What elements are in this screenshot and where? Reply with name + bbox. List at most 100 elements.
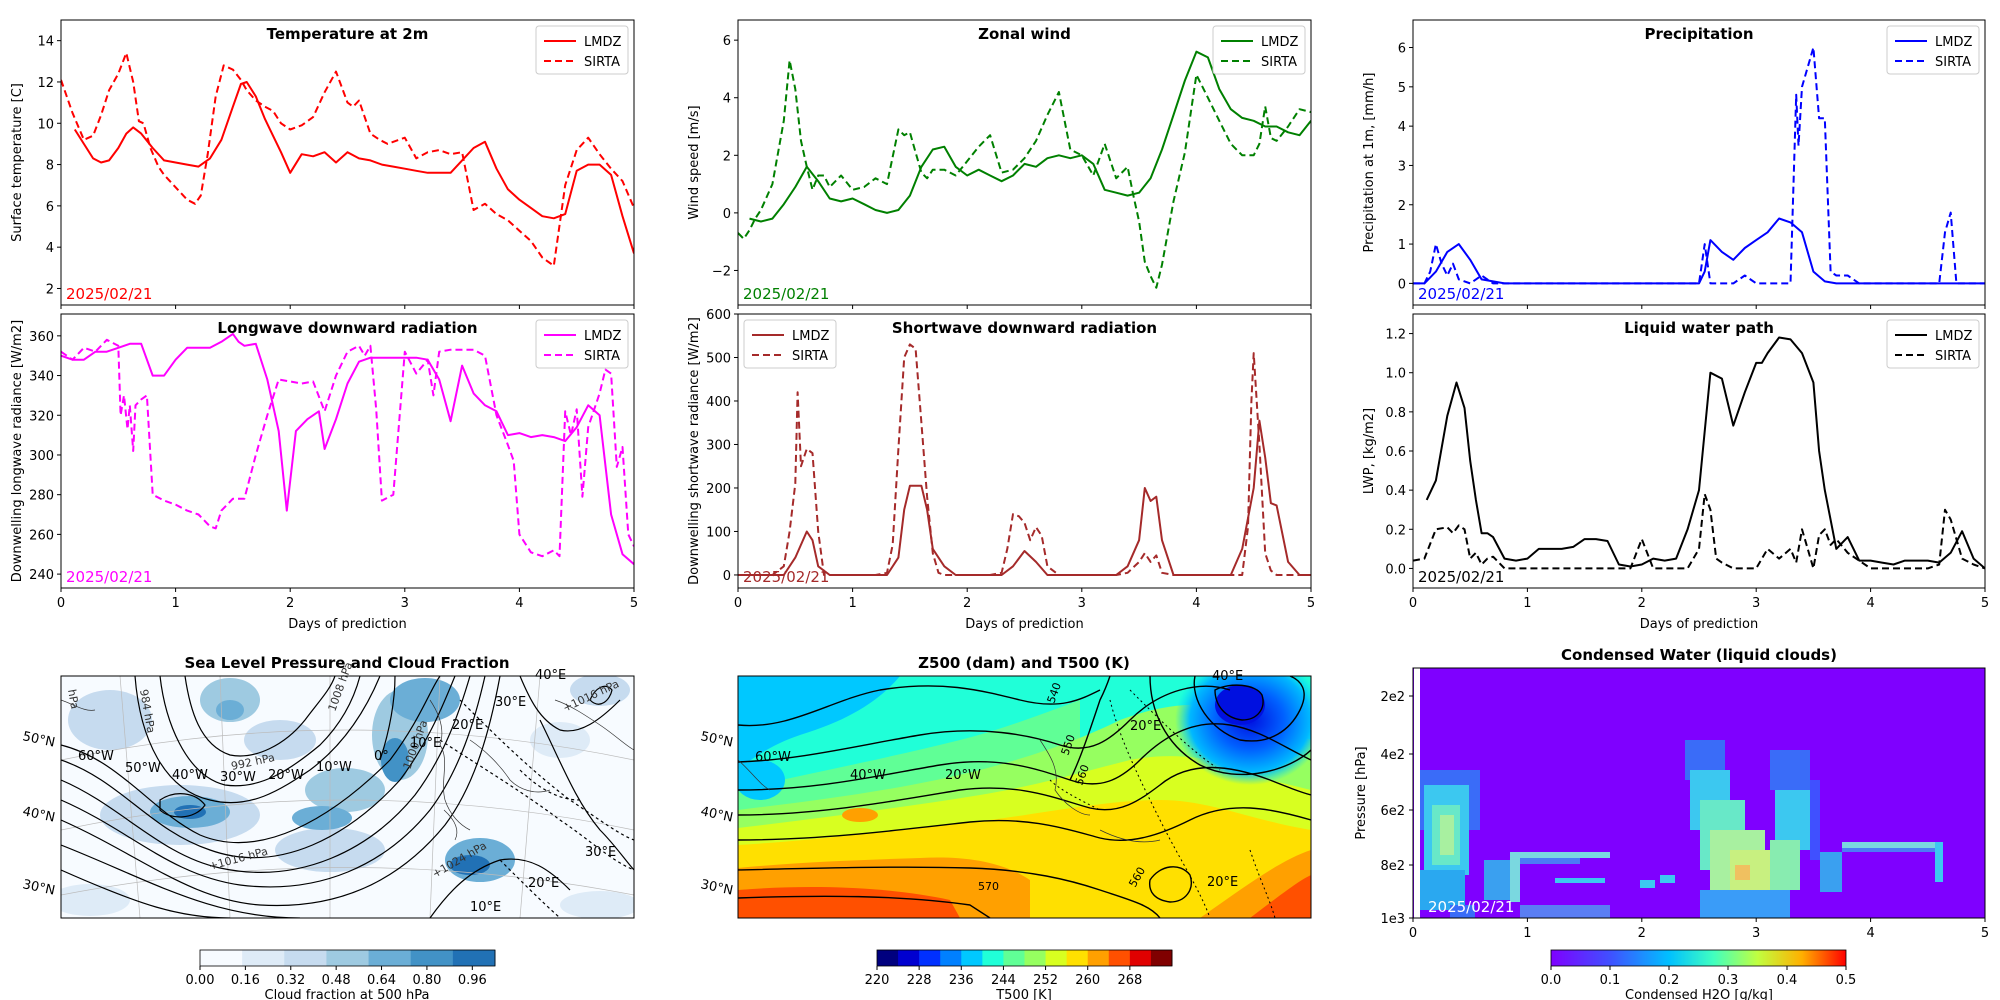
svg-text:20°W: 20°W <box>945 768 981 783</box>
cb-z500-tick-label: 260 <box>1075 973 1100 988</box>
wind-ytick-label: −2 <box>712 264 731 279</box>
wind-legend-label: SIRTA <box>1261 55 1297 70</box>
temp-ytick-label: 12 <box>37 76 54 91</box>
lw-xtick-label: 3 <box>401 596 409 611</box>
cond-ylabel: Pressure [hPa] <box>1354 746 1369 839</box>
precip-title: Precipitation <box>1644 25 1753 43</box>
lwp-series-sirta-line <box>1413 493 1985 570</box>
cb-slp-swatch <box>368 950 412 966</box>
cond-ytick-label: 2e2 <box>1380 690 1405 705</box>
lw-ytick-label: 360 <box>29 330 54 345</box>
cb-slp-tick-label: 0.16 <box>231 973 260 988</box>
sw-xtick-label: 5 <box>1307 596 1315 611</box>
wind-date-label: 2025/02/21 <box>743 285 829 303</box>
temp-ytick-label: 2 <box>46 282 54 297</box>
z500-map: Z500 (dam) and T500 (K) <box>699 654 1312 1000</box>
cb-z500-swatch <box>1066 950 1089 966</box>
cond-ytick-label: 6e2 <box>1380 804 1405 819</box>
cond-xtick-label: 0 <box>1409 926 1417 941</box>
cond-colorbar-label: Condensed H2O [g/kg] <box>1625 988 1773 1000</box>
lw-xtick-label: 0 <box>57 596 65 611</box>
lw-legend-label: LMDZ <box>584 329 621 344</box>
sw-ytick-label: 200 <box>706 482 731 497</box>
temp-ytick-label: 14 <box>37 35 54 50</box>
lw-series-lmdz-line <box>61 332 634 565</box>
sw-ytick-label: 600 <box>706 308 731 323</box>
slp-isobars-dotted <box>439 699 634 918</box>
precip-ytick-label: 1 <box>1398 238 1406 253</box>
temp-ylabel: Surface temperature [C] <box>10 83 25 242</box>
svg-text:10°W: 10°W <box>316 760 352 775</box>
condensed-water-panel: Condensed Water (liquid clouds) <box>1354 646 1989 1000</box>
z500-colorbar-label: T500 [K] <box>995 988 1052 1000</box>
lwp-panel: 0.0 0.2 0.4 0.6 0.8 1.0 1.2 0 1 2 3 4 5 Liquid water … <box>1362 313 1989 632</box>
lw-legend: LMDZ SIRTA <box>535 319 629 369</box>
cond-xtick-label: 5 <box>1981 926 1989 941</box>
lw-series-sirta-line <box>61 338 634 558</box>
z500-contours <box>738 676 1311 918</box>
svg-text:30°N: 30°N <box>699 877 734 898</box>
longwave-panel: 240 260 280 300 320 340 360 0 1 2 3 4 5 Longwave down… <box>10 313 638 632</box>
cond-xtick-label: 2 <box>1638 926 1646 941</box>
cb-slp-tick-label: 0.64 <box>367 973 396 988</box>
cb-slp-outline <box>199 949 496 967</box>
cb-z500-outline <box>876 949 1173 967</box>
wind-ylabel: Wind speed [m/s] <box>687 105 702 219</box>
precip-ylabel: Precipitation at 1m, [mm/h] <box>1362 73 1377 253</box>
precip-ytick-label: 4 <box>1398 120 1406 135</box>
cb-slp-tick-label: 0.96 <box>458 973 487 988</box>
sw-xtick-label: 1 <box>848 596 856 611</box>
cond-cb-tick-label: 0.1 <box>1600 973 1621 988</box>
precip-legend-label: LMDZ <box>1935 35 1972 50</box>
cb-slp-swatch <box>242 950 285 966</box>
lwp-ytick-label: 0.0 <box>1385 562 1406 577</box>
lw-xtick-label: 5 <box>630 596 638 611</box>
sw-ytick-label: 300 <box>706 438 731 453</box>
sw-frame <box>737 313 1312 589</box>
sw-ytick-label: 100 <box>706 525 731 540</box>
svg-text:30°E: 30°E <box>495 695 526 710</box>
lwp-xtick-label: 0 <box>1409 596 1417 611</box>
svg-text:570: 570 <box>978 880 999 893</box>
cb-z500-tick-label: 236 <box>949 973 974 988</box>
cb-z500-tick-label: 228 <box>907 973 932 988</box>
cond-cb-tick-label: 0.5 <box>1836 973 1857 988</box>
cond-ytick-label: 8e2 <box>1380 859 1405 874</box>
lwp-ytick-label: 0.6 <box>1385 445 1406 460</box>
shortwave-panel: 0 100 200 300 400 500 600 0 1 2 3 4 5 Shortwave downw… <box>687 308 1315 632</box>
lwp-xtick-label: 1 <box>1523 596 1531 611</box>
lwp-legend-label: SIRTA <box>1935 349 1971 364</box>
cb-slp-tick-label: 0.00 <box>186 973 215 988</box>
cb-z500-swatch <box>940 950 962 966</box>
lwp-ytick-label: 0.8 <box>1385 406 1406 421</box>
lw-xtick-label: 4 <box>515 596 523 611</box>
lwp-xtick-label: 2 <box>1638 596 1646 611</box>
cb-z500-swatch <box>1024 950 1047 966</box>
sw-date-label: 2025/02/21 <box>743 568 829 586</box>
temp-legend-label: SIRTA <box>584 55 620 70</box>
cond-cb-tick-label: 0.3 <box>1718 973 1739 988</box>
lwp-ytick-label: 1.0 <box>1385 367 1406 382</box>
svg-text:30°W: 30°W <box>220 770 256 785</box>
lwp-xtick-label: 5 <box>1981 596 1989 611</box>
lwp-series-lmdz-line <box>1425 336 1985 570</box>
wind-legend: LMDZ SIRTA <box>1212 25 1306 75</box>
cb-z500-swatch <box>1129 950 1152 966</box>
precip-legend: LMDZ SIRTA <box>1886 25 1980 75</box>
sw-xtick-label: 0 <box>734 596 742 611</box>
wind-ytick-label: 0 <box>723 207 731 222</box>
sw-xtick-label: 4 <box>1192 596 1200 611</box>
sw-legend-label: LMDZ <box>792 329 829 344</box>
cond-field <box>1414 668 1943 918</box>
precip-frame <box>1412 19 1986 306</box>
z500-geo-labels: 50°N 40°N 30°N 60°W 40°W 20°W 20°E 40°E … <box>699 669 1243 899</box>
cb-z500-swatch <box>1003 950 1025 966</box>
lwp-ylabel: LWP, [kg/m2] <box>1362 408 1377 494</box>
lw-ytick-label: 240 <box>29 568 54 583</box>
sw-series-sirta-line <box>738 343 1311 576</box>
lw-ylabel: Downwelling longwave radiance [W/m2] <box>10 320 25 582</box>
cb-z500-tick-label: 252 <box>1033 973 1058 988</box>
sw-xlabel: Days of prediction <box>965 617 1083 632</box>
cond-colorbar: 0.0 0.1 0.2 0.3 0.4 0.5 <box>1541 966 1857 988</box>
